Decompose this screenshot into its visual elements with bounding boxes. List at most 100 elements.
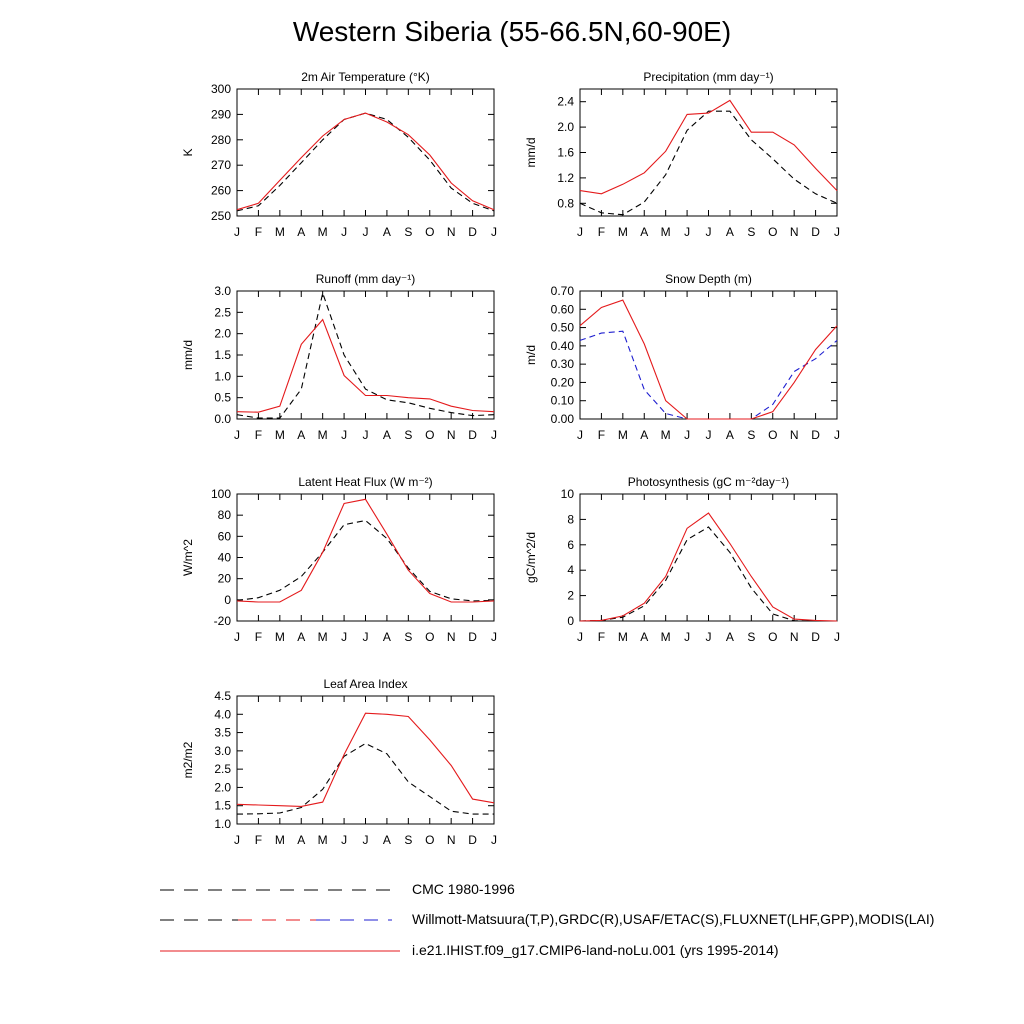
x-tick-label: J bbox=[491, 630, 497, 644]
series-line-0 bbox=[236, 742, 494, 815]
x-tick-label: J bbox=[341, 630, 347, 644]
x-tick-label: J bbox=[234, 225, 240, 239]
x-tick-label: A bbox=[726, 630, 734, 644]
series-line-1 bbox=[579, 99, 838, 195]
legend-label-cmc: CMC 1980-1996 bbox=[412, 881, 515, 897]
x-tick-label: J bbox=[834, 428, 840, 442]
x-tick-label: A bbox=[383, 225, 391, 239]
x-tick-label: M bbox=[661, 428, 671, 442]
legend-label-model: i.e21.IHIST.f09_g17.CMIP6-land-noLu.001 … bbox=[412, 942, 779, 958]
x-tick-label: A bbox=[297, 428, 305, 442]
series-line-1 bbox=[236, 318, 495, 413]
legend-swatch-solid-red bbox=[160, 950, 400, 952]
y-tick-label: 20 bbox=[218, 572, 232, 586]
x-tick-label: M bbox=[661, 225, 671, 239]
x-tick-label: A bbox=[383, 833, 391, 847]
x-tick-label: J bbox=[234, 833, 240, 847]
x-tick-label: O bbox=[425, 428, 434, 442]
y-tick-label: 0.5 bbox=[214, 391, 231, 405]
plot-frame bbox=[236, 290, 495, 420]
legend-swatch-dashed-obs bbox=[160, 919, 392, 921]
x-tick-label: J bbox=[577, 225, 583, 239]
x-tick-label: J bbox=[234, 630, 240, 644]
x-tick-label: A bbox=[640, 225, 648, 239]
y-axis-label: W/m^2 bbox=[181, 539, 195, 576]
y-tick-label: 1.0 bbox=[214, 817, 231, 831]
series-line-1 bbox=[236, 112, 495, 211]
y-tick-label: 40 bbox=[218, 551, 232, 565]
y-tick-label: 2 bbox=[567, 589, 574, 603]
x-tick-label: D bbox=[468, 833, 477, 847]
x-tick-label: J bbox=[363, 630, 369, 644]
x-tick-label: D bbox=[811, 630, 820, 644]
y-tick-label: 260 bbox=[211, 184, 231, 198]
x-tick-label: D bbox=[468, 225, 477, 239]
x-tick-label: O bbox=[425, 630, 434, 644]
y-axis-label: mm/d bbox=[181, 340, 195, 370]
x-tick-label: A bbox=[297, 225, 305, 239]
plot-frame bbox=[579, 88, 838, 217]
series-line-1 bbox=[236, 498, 495, 603]
panel-0: 2m Air Temperature (°K) K 250 260 270 280 290 3… bbox=[181, 70, 497, 239]
plot-frame bbox=[236, 88, 495, 217]
x-tick-label: M bbox=[618, 225, 628, 239]
x-tick-label: M bbox=[318, 428, 328, 442]
y-tick-label: 250 bbox=[211, 209, 231, 223]
y-tick-label: 2.0 bbox=[557, 120, 574, 134]
x-tick-label: J bbox=[684, 630, 690, 644]
x-tick-label: F bbox=[255, 630, 262, 644]
y-axis-label: gC/m^2/d bbox=[524, 532, 538, 583]
y-tick-label: 1.6 bbox=[557, 146, 574, 160]
x-tick-label: S bbox=[404, 428, 412, 442]
legend-swatch-dashed-black bbox=[160, 889, 392, 891]
x-tick-label: J bbox=[491, 225, 497, 239]
x-tick-label: J bbox=[706, 428, 712, 442]
y-tick-label: 2.5 bbox=[214, 762, 231, 776]
x-tick-label: A bbox=[640, 630, 648, 644]
y-tick-label: 4.0 bbox=[214, 707, 231, 721]
series-line-0 bbox=[579, 526, 837, 622]
series-line-1 bbox=[579, 512, 838, 622]
series-line-0 bbox=[579, 110, 838, 216]
y-tick-label: 2.0 bbox=[214, 327, 231, 341]
x-tick-label: F bbox=[598, 428, 605, 442]
x-tick-label: A bbox=[297, 833, 305, 847]
x-tick-label: M bbox=[318, 630, 328, 644]
y-tick-label: 0 bbox=[224, 593, 231, 607]
legend-label-obs: Willmott-Matsuura(T,P),GRDC(R),USAF/ETAC… bbox=[412, 911, 935, 927]
x-tick-label: J bbox=[341, 428, 347, 442]
x-tick-label: S bbox=[747, 225, 755, 239]
x-tick-label: J bbox=[706, 630, 712, 644]
x-tick-label: S bbox=[747, 630, 755, 644]
y-tick-label: 80 bbox=[218, 508, 232, 522]
panel-title: Runoff (mm day⁻¹) bbox=[316, 272, 415, 286]
x-tick-label: S bbox=[404, 225, 412, 239]
x-tick-label: O bbox=[425, 225, 434, 239]
y-tick-label: 3.0 bbox=[214, 744, 231, 758]
y-tick-label: 3.5 bbox=[214, 726, 231, 740]
y-axis-label: m2/m2 bbox=[181, 741, 195, 778]
y-tick-label: 0.10 bbox=[551, 394, 575, 408]
x-tick-label: M bbox=[318, 833, 328, 847]
x-tick-label: J bbox=[363, 833, 369, 847]
y-tick-label: 280 bbox=[211, 133, 231, 147]
x-tick-label: N bbox=[790, 428, 799, 442]
x-tick-label: A bbox=[640, 428, 648, 442]
x-tick-label: J bbox=[577, 428, 583, 442]
x-tick-label: J bbox=[577, 630, 583, 644]
x-tick-label: J bbox=[706, 225, 712, 239]
x-tick-label: A bbox=[726, 428, 734, 442]
y-tick-label: 60 bbox=[218, 529, 232, 543]
y-tick-label: 4.5 bbox=[214, 689, 231, 703]
x-tick-label: J bbox=[834, 225, 840, 239]
x-tick-label: S bbox=[404, 833, 412, 847]
series-line-0 bbox=[236, 112, 495, 212]
y-tick-label: 270 bbox=[211, 158, 231, 172]
x-tick-label: M bbox=[275, 428, 285, 442]
panel-6: Leaf Area Index m2/m2 1.0 1.5 2.0 2.5 3.0 3.5 4.… bbox=[181, 677, 497, 847]
panel-1: Precipitation (mm day⁻¹) mm/d 0.8 1.2 1.6 2.0… bbox=[524, 70, 840, 239]
y-tick-label: 0.20 bbox=[551, 375, 575, 389]
y-tick-label: 1.5 bbox=[214, 348, 231, 362]
series-line-2 bbox=[579, 299, 838, 420]
